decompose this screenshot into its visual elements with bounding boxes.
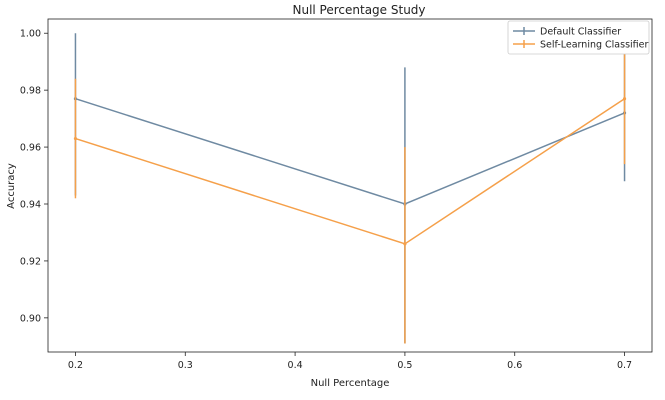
- legend-label: Default Classifier: [540, 27, 621, 38]
- y-axis-label: Accuracy: [6, 163, 17, 209]
- x-axis: 0.2 0.3 0.4 0.5 0.6 0.7: [68, 352, 632, 371]
- y-axis: 0.90 0.92 0.94 0.96 0.98 1.00: [20, 29, 48, 324]
- x-tick-label: 0.2: [68, 360, 83, 371]
- plot-frame: [47, 18, 653, 353]
- y-tick-label: 0.92: [20, 256, 41, 267]
- x-tick-label: 0.5: [397, 360, 412, 371]
- chart-title: Null Percentage Study: [292, 3, 425, 17]
- series-line: [75, 98, 625, 245]
- x-tick-label: 0.6: [507, 360, 522, 371]
- y-tick-label: 0.90: [20, 313, 41, 324]
- data-point: [73, 136, 78, 141]
- x-axis-label: Null Percentage: [311, 378, 390, 389]
- legend-box: [507, 20, 650, 55]
- x-tick-label: 0.4: [288, 360, 303, 371]
- x-tick-label: 0.7: [617, 360, 632, 371]
- y-tick-label: 0.94: [20, 200, 41, 211]
- series-1: [73, 33, 627, 344]
- data-point: [403, 242, 407, 246]
- series-2: [73, 36, 627, 344]
- legend-label: Self-Learning Classifier: [540, 40, 648, 51]
- x-tick-label: 0.3: [178, 360, 193, 371]
- legend: Default Classifier Self-Learning Classifi…: [507, 20, 650, 55]
- series-line: [75, 97, 625, 205]
- series-layer: [73, 33, 627, 344]
- data-point: [622, 97, 627, 101]
- y-tick-label: 0.98: [20, 86, 41, 97]
- y-tick-label: 1.00: [20, 29, 41, 40]
- y-tick-label: 0.96: [20, 143, 41, 154]
